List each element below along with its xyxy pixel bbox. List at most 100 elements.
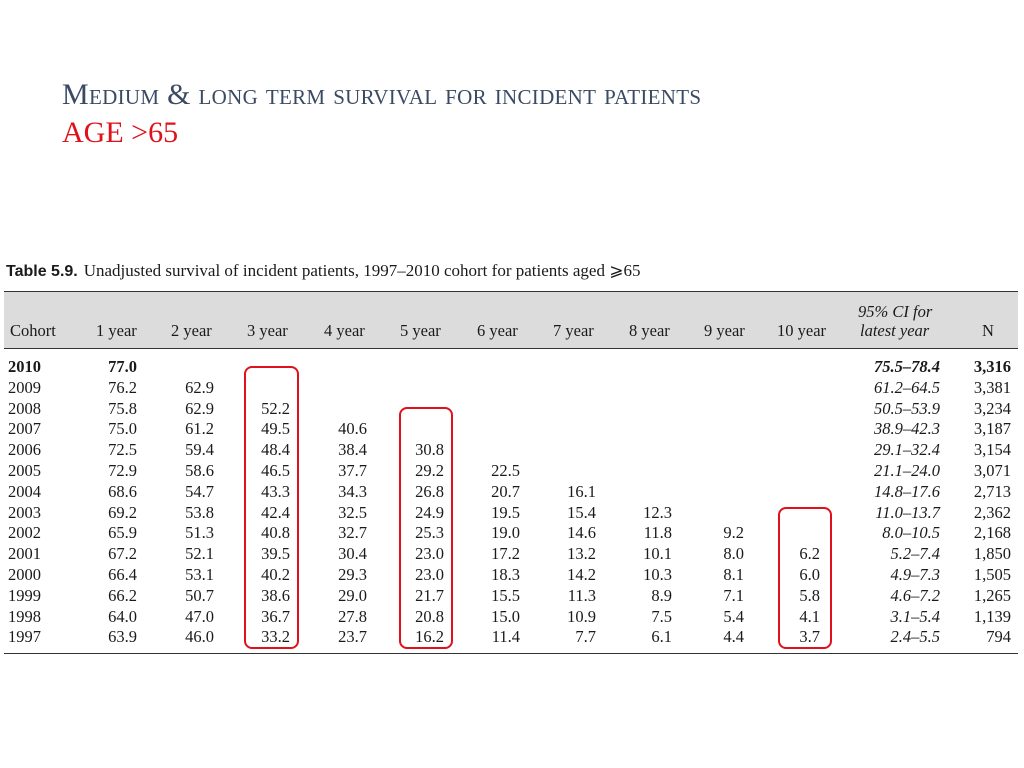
cell-y7: 13.2 xyxy=(567,544,596,564)
cell-n: 3,234 xyxy=(973,398,1011,418)
cell-y4: 34.3 xyxy=(338,481,367,501)
cell-y4: 23.7 xyxy=(338,627,367,647)
cell-y2: 54.7 xyxy=(185,481,214,501)
header-9-year: 9 year xyxy=(704,321,745,340)
cell-y5: 23.0 xyxy=(415,544,444,564)
cell-y10: 6.0 xyxy=(799,565,820,584)
cell-ci: 2.4–5.5 xyxy=(890,627,941,647)
table-label: Table 5.9. xyxy=(6,263,78,280)
header-4-year: 4 year xyxy=(324,321,365,340)
cell-ci: 5.2–7.4 xyxy=(890,544,941,564)
cell-cohort: 2005 xyxy=(8,461,41,480)
cell-y5: 23.0 xyxy=(415,565,444,584)
cell-y3: 46.5 xyxy=(261,461,290,480)
cell-y7: 11.3 xyxy=(567,585,596,605)
slide-title: Medium & long term survival for incident… xyxy=(62,78,702,111)
cell-y4: 32.5 xyxy=(338,502,367,522)
cell-y2: 62.9 xyxy=(185,398,214,418)
cell-y6: 15.0 xyxy=(491,606,520,626)
header-8-year: 8 year xyxy=(629,321,670,340)
cell-y6: 22.5 xyxy=(491,461,520,480)
cell-y5: 21.7 xyxy=(415,585,444,605)
cell-y7: 7.7 xyxy=(575,627,596,647)
cell-y8: 10.3 xyxy=(643,565,672,584)
cell-n: 1,265 xyxy=(973,585,1011,605)
cell-y5: 16.2 xyxy=(415,627,444,647)
table-header: Cohort 1 year 2 year 3 year 4 year 5 yea… xyxy=(4,291,1018,349)
cell-n: 3,381 xyxy=(973,377,1011,397)
cell-y3: 39.5 xyxy=(261,544,290,564)
cell-y1: 64.0 xyxy=(108,606,137,626)
table-body: 2010 77.0 75.5–78.4 3,316 2009 76.2 62.9 61.2–6… xyxy=(4,349,1018,654)
cell-y3: 38.6 xyxy=(261,585,290,605)
cell-y2: 53.1 xyxy=(185,565,214,584)
cell-y2: 58.6 xyxy=(185,461,214,480)
table-row: 2006 72.5 59.4 48.4 38.4 30.8 29.1–32.4 3,154 xyxy=(4,440,1018,461)
cell-ci: 29.1–32.4 xyxy=(874,440,940,460)
cell-y9: 8.1 xyxy=(723,565,744,584)
cell-cohort: 2003 xyxy=(8,502,41,522)
cell-y2: 50.7 xyxy=(185,585,214,605)
cell-y1: 72.9 xyxy=(108,461,137,480)
cell-n: 1,505 xyxy=(973,565,1011,584)
cell-cohort: 2004 xyxy=(8,481,41,501)
cell-y6: 19.0 xyxy=(491,523,520,543)
header-6-year: 6 year xyxy=(477,321,518,340)
cell-n: 3,187 xyxy=(973,419,1011,439)
cell-n: 2,713 xyxy=(973,481,1011,501)
cell-n: 3,154 xyxy=(973,440,1011,460)
cell-y3: 48.4 xyxy=(261,440,290,460)
cell-n: 3,071 xyxy=(973,461,1011,480)
header-10-year: 10 year xyxy=(777,321,827,340)
table-row: 1999 66.2 50.7 38.6 29.0 21.7 15.5 11.3 8.9 7.1 5.… xyxy=(4,586,1018,607)
cell-y9: 7.1 xyxy=(723,585,744,605)
cell-y2: 53.8 xyxy=(185,502,214,522)
cell-y4: 29.3 xyxy=(338,565,367,584)
cell-y4: 32.7 xyxy=(338,523,367,543)
cell-y8: 11.8 xyxy=(643,523,672,543)
cell-y5: 30.8 xyxy=(415,440,444,460)
cell-y5: 25.3 xyxy=(415,523,444,543)
table-row: 2002 65.9 51.3 40.8 32.7 25.3 19.0 14.6 11.8 9.2 8… xyxy=(4,523,1018,544)
cell-y1: 68.6 xyxy=(108,481,137,501)
cell-y2: 59.4 xyxy=(185,440,214,460)
cell-y1: 65.9 xyxy=(108,523,137,543)
cell-ci: 14.8–17.6 xyxy=(874,481,940,501)
cell-y1: 75.8 xyxy=(108,398,137,418)
cell-cohort: 1997 xyxy=(8,627,41,647)
cell-y1: 76.2 xyxy=(108,377,137,397)
cell-y5: 29.2 xyxy=(415,461,444,480)
cell-y8: 8.9 xyxy=(651,585,672,605)
cell-y1: 72.5 xyxy=(108,440,137,460)
cell-y9: 8.0 xyxy=(723,544,744,564)
cell-n: 2,362 xyxy=(973,502,1011,522)
cell-y7: 10.9 xyxy=(567,606,596,626)
cell-y1: 66.4 xyxy=(108,565,137,584)
cell-y5: 20.8 xyxy=(415,606,444,626)
cell-y9: 5.4 xyxy=(723,606,744,626)
table-caption: Table 5.9. Unadjusted survival of inciden… xyxy=(6,261,640,281)
cell-y3: 40.2 xyxy=(261,565,290,584)
table-row: 2000 66.4 53.1 40.2 29.3 23.0 18.3 14.2 10.3 8.1 6… xyxy=(4,565,1018,586)
cell-y6: 19.5 xyxy=(491,502,520,522)
cell-cohort: 2010 xyxy=(8,357,41,376)
header-1-year: 1 year xyxy=(96,321,137,340)
cell-y7: 14.6 xyxy=(567,523,596,543)
header-5-year: 5 year xyxy=(400,321,441,340)
cell-cohort: 2002 xyxy=(8,523,41,543)
cell-y6: 20.7 xyxy=(491,481,520,501)
cell-y3: 36.7 xyxy=(261,606,290,626)
header-3-year: 3 year xyxy=(247,321,288,340)
cell-y4: 38.4 xyxy=(338,440,367,460)
slide-subtitle: AGE >65 xyxy=(62,116,179,149)
cell-ci: 61.2–64.5 xyxy=(874,377,940,397)
cell-cohort: 2006 xyxy=(8,440,41,460)
cell-y6: 18.3 xyxy=(491,565,520,584)
cell-ci: 4.6–7.2 xyxy=(890,585,941,605)
table-row: 2010 77.0 75.5–78.4 3,316 xyxy=(4,357,1018,378)
table-row: 1998 64.0 47.0 36.7 27.8 20.8 15.0 10.9 7.5 5.4 4.… xyxy=(4,607,1018,628)
cell-y7: 16.1 xyxy=(567,481,596,501)
cell-y4: 37.7 xyxy=(338,461,367,480)
cell-y1: 66.2 xyxy=(108,585,137,605)
cell-y2: 61.2 xyxy=(185,419,214,439)
